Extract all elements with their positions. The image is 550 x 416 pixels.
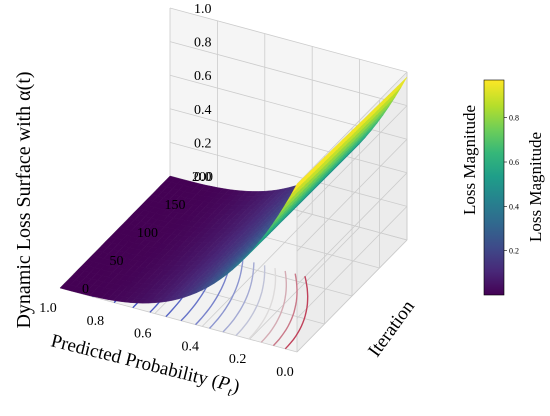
z-axis-label: Loss Magnitude <box>460 105 479 215</box>
z-axis-title: Dynamic Loss Surface with α(t) <box>13 71 35 328</box>
y-tick-label: 50 <box>110 254 124 269</box>
x-axis-label-symbol: P <box>215 372 233 396</box>
grid-line <box>59 287 298 353</box>
y-tick-label: 100 <box>137 226 158 241</box>
loss-surface <box>59 76 408 304</box>
colorbar-ticks: 0.2 0.4 0.6 0.8 <box>504 114 519 256</box>
contour-line <box>235 265 266 336</box>
contour-line <box>248 268 277 340</box>
grid-line <box>169 108 408 174</box>
z-tick-label: 1.0 <box>194 2 212 17</box>
grid-line <box>296 105 408 218</box>
grid-line <box>296 138 408 252</box>
contour-line <box>222 262 255 333</box>
contour-line <box>260 270 287 343</box>
grid-line <box>296 71 408 185</box>
grid-line <box>296 206 408 319</box>
x-tick-label: 0.4 <box>181 339 199 354</box>
colorbar-tick-label: 0.2 <box>509 247 519 256</box>
z-tick-label: 0.6 <box>194 69 212 84</box>
contour-line <box>272 273 298 347</box>
colorbar: 0.2 0.4 0.6 0.8 Loss Magnitude <box>483 79 545 296</box>
z-tick-label: 0.4 <box>194 103 212 118</box>
x-tick-label: 0.0 <box>276 365 294 380</box>
colorbar-label: Loss Magnitude <box>526 132 545 242</box>
y-tick-label: 0 <box>82 282 89 297</box>
contour-line <box>208 259 244 329</box>
contour-line <box>284 276 309 350</box>
grid-line <box>169 142 408 207</box>
x-axis-label-subscript: t <box>226 384 234 400</box>
y-tick-label: 150 <box>165 198 186 213</box>
colorbar-gradient <box>483 79 505 296</box>
y-axis-label: Iteration <box>364 296 419 361</box>
colorbar-tick-label: 0.8 <box>509 114 519 123</box>
colorbar-tick-label: 0.4 <box>509 202 519 211</box>
z-tick-label: 0.2 <box>194 136 212 151</box>
x-tick-label: 0.6 <box>134 327 152 342</box>
x-tick-label: 0.2 <box>229 352 247 367</box>
grid-line <box>296 239 408 353</box>
y-tick-label: 200 <box>192 170 213 185</box>
grid-line <box>169 7 408 73</box>
grid-line <box>296 172 408 286</box>
surface-facet <box>59 283 71 290</box>
z-tick-label: 0.8 <box>194 36 212 51</box>
colorbar-tick-label: 0.6 <box>509 158 519 167</box>
x-tick-label: 1.0 <box>39 301 57 316</box>
grid-line <box>169 41 408 106</box>
z-tick-label: 0.0 <box>194 170 212 185</box>
x-tick-label: 0.8 <box>87 314 105 329</box>
axis-ticks: 0.00.20.40.60.81.00501001502000.00.20.40… <box>39 2 294 380</box>
